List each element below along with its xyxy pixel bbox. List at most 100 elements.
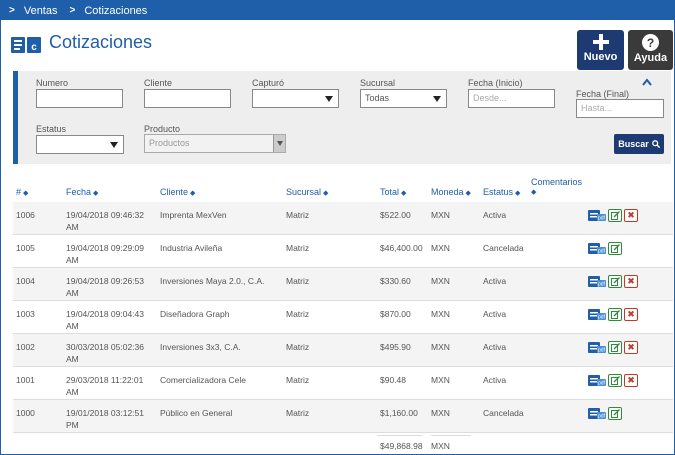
svg-text:pdf: pdf — [598, 315, 606, 321]
svg-text:pdf: pdf — [598, 216, 606, 222]
cell-sucursal: Matriz — [286, 375, 310, 385]
table-row[interactable]: 1002 Inversiones 3x3, C.A. Matriz $495.90 MX… — [13, 334, 673, 367]
delete-button[interactable]: ✖ — [624, 341, 638, 354]
col-header-comentarios[interactable]: Comentarios — [531, 177, 583, 187]
breadcrumb-ventas[interactable]: Ventas — [23, 4, 58, 17]
breadcrumb-cotizaciones[interactable]: Cotizaciones — [84, 4, 148, 17]
capturo-select[interactable] — [252, 89, 339, 108]
plus-icon — [592, 34, 609, 50]
cell-fecha-date: 30/03/2018 05:02:36 — [66, 342, 144, 352]
ayuda-button[interactable]: ? Ayuda — [628, 30, 673, 70]
cell-moneda: MXN — [431, 309, 450, 319]
cell-fecha: 19/04/2018 09:26:53 AM — [66, 275, 144, 299]
pdf-icon[interactable]: pdf — [588, 308, 606, 321]
edit-button[interactable] — [608, 209, 622, 222]
cell-total: $870.00 — [380, 309, 411, 319]
delete-button[interactable]: ✖ — [624, 209, 638, 222]
nuevo-button[interactable]: Nuevo — [577, 30, 624, 70]
fecha-inicio-label: Fecha (Inicio) — [468, 78, 523, 88]
cell-estatus: Activa — [483, 342, 507, 352]
chevron-up-icon[interactable] — [642, 78, 652, 86]
col-header-estatus[interactable]: Estatus ◆ — [483, 187, 520, 197]
row-actions: pdf ✖ — [588, 209, 638, 222]
edit-button[interactable] — [608, 275, 622, 288]
numero-input[interactable] — [36, 89, 123, 108]
pdf-icon[interactable]: pdf — [588, 374, 606, 387]
edit-button[interactable] — [608, 341, 622, 354]
col-header-total[interactable]: Total ◆ — [380, 187, 406, 197]
col-header-numero[interactable]: # ◆ — [16, 187, 28, 197]
table-row[interactable]: 1005 Industria Avileña Matriz $46,400.00 MXN… — [13, 235, 673, 268]
col-header-cliente[interactable]: Cliente ◆ — [160, 187, 195, 197]
col-header-numero-label: # — [16, 187, 22, 197]
cell-fecha-period: AM — [66, 288, 79, 298]
edit-icon — [610, 376, 620, 385]
cell-estatus: Activa — [483, 375, 507, 385]
cell-fecha-period: AM — [66, 321, 79, 331]
cliente-input[interactable] — [144, 89, 231, 108]
cell-fecha: 19/04/2018 09:04:43 AM — [66, 308, 144, 332]
chevron-right-icon: > — [69, 5, 76, 16]
producto-select[interactable]: Productos — [144, 134, 286, 153]
edit-button[interactable] — [608, 308, 622, 321]
cell-moneda: MXN — [431, 342, 450, 352]
cell-estatus: Cancelada — [483, 408, 524, 418]
cell-moneda: MXN — [431, 408, 450, 418]
cell-fecha-date: 19/04/2018 09:29:09 — [66, 243, 144, 253]
cell-numero: 1002 — [16, 342, 35, 352]
page-title: Cotizaciones — [49, 32, 153, 52]
cell-fecha-date: 19/01/2018 03:12:51 — [66, 408, 144, 418]
row-divider — [13, 366, 673, 367]
cell-moneda: MXN — [431, 375, 450, 385]
pdf-icon[interactable]: pdf — [588, 407, 606, 420]
fecha-final-input[interactable]: Hasta... — [576, 99, 664, 118]
buscar-button[interactable]: Buscar — [614, 134, 664, 154]
delete-button[interactable]: ✖ — [624, 308, 638, 321]
table-row[interactable]: 1004 Inversiones Maya 2.0., C.A. Matriz $33… — [13, 268, 673, 301]
table-row[interactable]: 1001 Comercializadora Cele Matriz $90.48 MXN… — [13, 367, 673, 400]
table-row[interactable]: 1000 Público en General Matriz $1,160.00 MXN… — [13, 400, 673, 433]
col-header-moneda[interactable]: Moneda ◆ — [431, 187, 471, 197]
chevron-down-icon — [325, 96, 333, 102]
cell-fecha-period: AM — [66, 222, 79, 232]
cell-sucursal: Matriz — [286, 210, 310, 220]
sucursal-label: Sucursal — [360, 78, 396, 88]
fecha-inicio-input[interactable]: Desde... — [468, 89, 555, 108]
table-row[interactable]: 1003 Diseñadora Graph Matriz $870.00 MXN Acti… — [13, 301, 673, 334]
edit-icon — [610, 211, 620, 220]
chevron-down-icon — [277, 141, 283, 146]
edit-button[interactable] — [608, 374, 622, 387]
cell-sucursal: Matriz — [286, 243, 310, 253]
svg-text:pdf: pdf — [598, 282, 606, 288]
edit-button[interactable] — [608, 407, 622, 420]
pdf-icon[interactable]: pdf — [588, 242, 606, 255]
cell-numero: 1004 — [16, 276, 35, 286]
cell-fecha: 30/03/2018 05:02:36 AM — [66, 341, 144, 365]
chevron-down-icon — [110, 142, 118, 148]
sort-icon: ◆ — [531, 189, 537, 196]
producto-value: Productos — [149, 138, 190, 148]
col-header-fecha[interactable]: Fecha ◆ — [66, 187, 98, 197]
sucursal-select[interactable]: Todas — [360, 89, 447, 108]
cell-total: $1,160.00 — [380, 408, 418, 418]
nuevo-label: Nuevo — [583, 51, 618, 63]
row-actions: pdf ✖ — [588, 341, 638, 354]
sort-icon: ◆ — [401, 190, 407, 197]
ayuda-label: Ayuda — [633, 52, 668, 64]
edit-button[interactable] — [608, 242, 622, 255]
col-header-sucursal[interactable]: Sucursal ◆ — [286, 187, 328, 197]
delete-button[interactable]: ✖ — [624, 374, 638, 387]
pdf-icon[interactable]: pdf — [588, 209, 606, 222]
sort-icon: ◆ — [190, 190, 196, 197]
pdf-icon[interactable]: pdf — [588, 275, 606, 288]
table-row[interactable]: 1006 Imprenta MexVen Matriz $522.00 MXN Activ… — [13, 202, 673, 235]
pdf-icon[interactable]: pdf — [588, 341, 606, 354]
delete-button[interactable]: ✖ — [624, 275, 638, 288]
cell-estatus: Cancelada — [483, 243, 524, 253]
estatus-select[interactable] — [36, 135, 124, 154]
close-icon: ✖ — [627, 375, 635, 385]
edit-icon — [610, 277, 620, 286]
breadcrumb: > Ventas > Cotizaciones — [1, 1, 674, 20]
cell-numero: 1003 — [16, 309, 35, 319]
